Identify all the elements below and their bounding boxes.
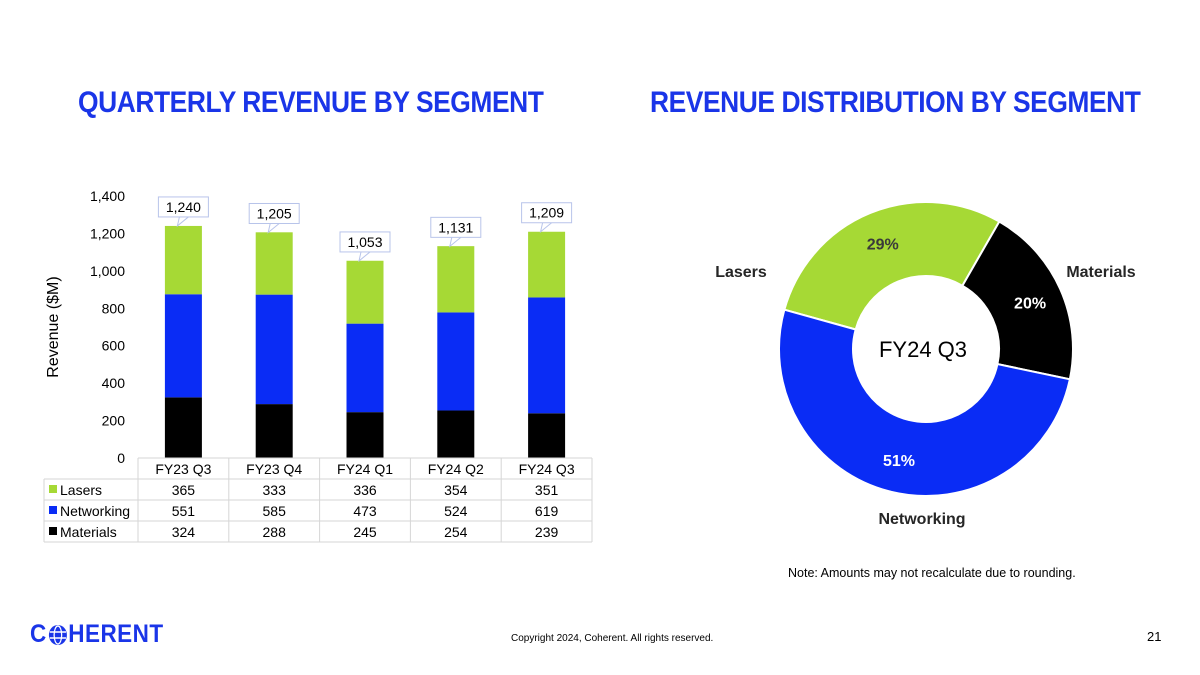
total-callout-pointer [176,216,189,228]
bar-segment-materials [346,412,384,458]
total-data-label: 1,240 [166,199,201,215]
bar-segment-networking [164,294,202,398]
bar-segment-networking [437,312,475,411]
y-tick-label: 200 [102,413,126,429]
table-value: 333 [263,482,287,498]
bar-chart-title: QUARTERLY REVENUE BY SEGMENT [78,86,544,119]
bar-segment-lasers [528,231,566,298]
donut-center-label: FY24 Q3 [879,337,967,362]
donut-chart-title: REVENUE DISTRIBUTION BY SEGMENT [650,86,1141,119]
total-callout-box [339,231,391,253]
total-callout-box [157,196,209,218]
bar-segment-lasers [437,246,475,313]
total-callout-pointer [267,223,280,234]
bar-segment-lasers [255,232,293,295]
legend-key-networking [49,506,57,514]
table-value: 619 [535,503,559,519]
segment-name-label: Lasers [715,264,767,281]
logo-text-end: HERENT [68,620,164,648]
y-tick-label: 1,200 [90,225,125,241]
total-callout-box [521,202,573,224]
bar-segment-networking [528,297,566,414]
coherent-logo: C HERENT [30,620,164,649]
y-axis-label: Revenue ($M) [45,276,62,377]
bar-segment-networking [255,294,293,405]
legend-key-materials [49,527,57,535]
x-category-label: FY23 Q4 [246,461,302,477]
globe-icon [48,624,67,645]
y-tick-label: 400 [102,375,126,391]
y-tick-label: 800 [102,300,126,316]
table-value: 336 [353,482,377,498]
donut-slice-materials [961,220,1074,381]
donut-slice-lasers [783,201,1001,331]
y-tick-label: 0 [117,450,125,466]
slice-percent-label: 20% [1014,295,1046,312]
total-callout-pointer [539,222,552,234]
y-tick-label: 600 [102,338,126,354]
table-value: 524 [444,503,468,519]
total-callout-pointer [358,251,371,263]
table-value: 365 [172,482,196,498]
table-value: 551 [172,503,196,519]
table-value: 585 [263,503,287,519]
total-data-label: 1,209 [529,205,564,221]
rounding-note: Note: Amounts may not recalculate due to… [788,566,1076,580]
slice-percent-label: 29% [867,237,899,254]
x-category-label: FY23 Q3 [155,461,211,477]
bar-segment-materials [437,410,475,458]
table-value: 351 [535,482,559,498]
table-value: 239 [535,524,559,540]
bar-segment-materials [255,404,293,458]
table-value: 245 [353,524,377,540]
total-data-label: 1,205 [257,205,292,221]
bar-segment-materials [528,413,566,458]
donut-slice-networking [777,308,1072,498]
x-category-label: FY24 Q2 [428,461,484,477]
page-number: 21 [1147,629,1162,644]
bar-segment-lasers [346,260,384,324]
table-value: 354 [444,482,468,498]
segment-name-label: Networking [878,511,965,528]
table-value: 288 [263,524,287,540]
table-row-label: Networking [60,503,130,519]
y-tick-label: 1,000 [90,263,125,279]
y-tick-label: 1,400 [90,188,125,204]
logo-text-start: C [30,620,47,648]
table-value: 473 [353,503,377,519]
segment-name-label: Materials [1066,264,1135,281]
table-value: 324 [172,524,196,540]
x-category-label: FY24 Q3 [519,461,575,477]
table-row-label: Lasers [60,482,102,498]
bar-segment-lasers [164,225,202,295]
legend-key-lasers [49,485,57,493]
slice-percent-label: 51% [883,453,915,470]
table-row-label: Materials [60,524,117,540]
total-callout-pointer [448,236,462,248]
copyright-text: Copyright 2024, Coherent. All rights res… [511,633,714,644]
total-callout-box [248,202,300,224]
total-callout-box [430,216,482,238]
bar-segment-materials [164,397,202,458]
bar-segment-networking [346,323,384,413]
table-value: 254 [444,524,468,540]
x-category-label: FY24 Q1 [337,461,393,477]
total-data-label: 1,131 [438,219,473,235]
total-data-label: 1,053 [347,234,382,250]
